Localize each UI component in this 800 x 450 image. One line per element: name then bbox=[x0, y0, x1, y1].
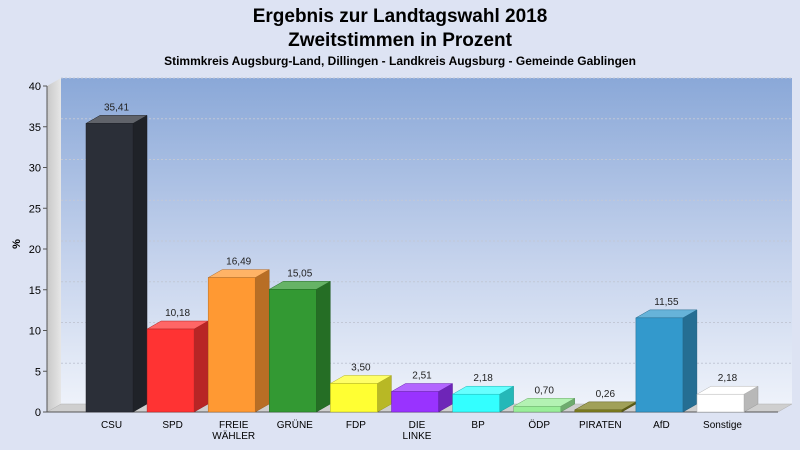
data-label: 11,55 bbox=[654, 297, 679, 308]
y-tick-label: 35 bbox=[29, 122, 41, 134]
data-label: 2,51 bbox=[412, 371, 432, 382]
y-tick-label: 40 bbox=[29, 81, 41, 93]
bar-front bbox=[330, 383, 378, 413]
bar bbox=[696, 385, 759, 413]
y-tick-label: 20 bbox=[29, 244, 41, 256]
y-axis-label: % bbox=[11, 239, 23, 249]
bar-front bbox=[696, 393, 745, 413]
y-tick-label: 5 bbox=[35, 366, 41, 378]
y-tick-label: 15 bbox=[29, 285, 41, 297]
x-tick-label: CSU bbox=[101, 420, 122, 431]
bar-front bbox=[269, 289, 317, 413]
bar bbox=[512, 397, 576, 413]
data-label: 15,05 bbox=[287, 268, 312, 279]
data-label: 3,50 bbox=[351, 362, 371, 373]
x-tick-label: LINKE bbox=[403, 431, 432, 442]
x-tick-label: FREIE bbox=[219, 420, 249, 431]
x-tick-label: ÖDP bbox=[528, 419, 550, 431]
bar bbox=[573, 401, 637, 413]
bar-side bbox=[254, 269, 270, 413]
bar-front bbox=[574, 409, 623, 413]
data-label: 16,49 bbox=[226, 257, 251, 268]
bar-front bbox=[85, 123, 134, 413]
chart-title: Ergebnis zur Landtagswahl 2018 bbox=[253, 6, 548, 27]
x-tick-label: WÄHLER bbox=[212, 430, 255, 442]
x-tick-label: SPD bbox=[162, 420, 183, 431]
bar bbox=[146, 320, 210, 413]
bar bbox=[329, 375, 393, 413]
chart-title-line2: Zweitstimmen in Prozent bbox=[288, 30, 512, 51]
bar-side bbox=[193, 320, 209, 413]
bar-front bbox=[635, 317, 684, 413]
bar bbox=[85, 114, 148, 413]
bar bbox=[390, 383, 454, 413]
y-tick-label: 10 bbox=[29, 326, 41, 338]
x-tick-label: GRÜNE bbox=[277, 419, 313, 431]
x-tick-label: BP bbox=[471, 420, 485, 431]
bar-front bbox=[391, 391, 439, 413]
bar-side bbox=[132, 114, 148, 413]
bar bbox=[268, 280, 332, 413]
x-tick-label: DIE bbox=[409, 420, 426, 431]
plot-side-wall bbox=[47, 78, 61, 412]
x-tick-label: AfD bbox=[653, 420, 670, 431]
x-tick-label: FDP bbox=[346, 420, 366, 431]
data-label: 2,18 bbox=[718, 373, 738, 384]
bar-front bbox=[207, 277, 256, 413]
data-label: 0,70 bbox=[534, 385, 554, 396]
bar bbox=[207, 269, 271, 413]
bar-front bbox=[146, 328, 195, 413]
bars bbox=[85, 114, 759, 413]
y-tick-label: 0 bbox=[35, 407, 41, 419]
data-labels: 35,41 10,18 16,49 15,05 3,50 2,51 2,18 0,70 0,26… bbox=[104, 102, 738, 399]
chart-subtitle: Stimmkreis Augsburg-Land, Dillingen - La… bbox=[164, 54, 636, 68]
bar-side bbox=[682, 309, 698, 413]
data-label: 0,26 bbox=[596, 389, 616, 400]
bar-front bbox=[513, 406, 561, 413]
data-label: 35,41 bbox=[104, 102, 129, 113]
bar bbox=[451, 385, 515, 413]
bar-side bbox=[316, 280, 331, 413]
data-label: 2,18 bbox=[473, 373, 493, 384]
y-tick-label: 30 bbox=[29, 163, 41, 175]
x-tick-label: PIRATEN bbox=[579, 420, 622, 431]
bar bbox=[634, 309, 698, 413]
y-tick-label: 25 bbox=[29, 203, 41, 215]
x-tick-label: Sonstige bbox=[703, 420, 742, 431]
data-label: 10,18 bbox=[165, 308, 190, 319]
bar-front bbox=[452, 393, 500, 413]
